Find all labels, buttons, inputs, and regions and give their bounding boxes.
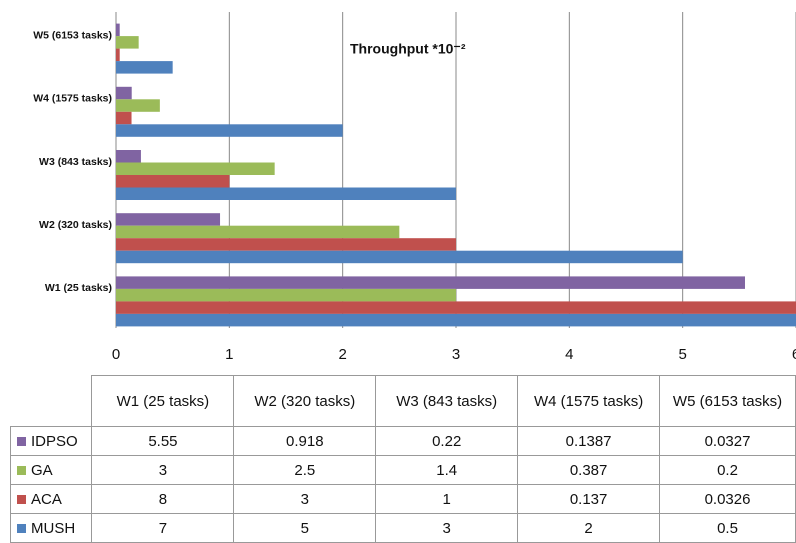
bar [116, 23, 120, 37]
table-row: MUSH 7 5 3 2 0.5 [9, 513, 796, 543]
bar [116, 150, 141, 163]
bar [116, 187, 456, 200]
table-value: 0.137 [517, 484, 661, 514]
bar [116, 99, 160, 112]
column-header: W5 (6153 tasks) [659, 375, 796, 427]
x-tick-label: 5 [678, 346, 686, 363]
y-tick-label: W1 (25 tasks) [45, 282, 112, 294]
x-tick-label: 1 [225, 346, 233, 363]
table-value: 0.0327 [659, 426, 796, 456]
corner-cell [11, 376, 92, 427]
data-table: W1 (25 tasks) W2 (320 tasks) W3 (843 tasks… [9, 375, 796, 543]
legend-cell: ACA [9, 484, 93, 514]
x-tick-label: 6 [792, 346, 796, 363]
table-value: 2.5 [233, 455, 377, 485]
bar [116, 124, 343, 137]
table-value: 3 [233, 484, 377, 514]
table-value: 1.4 [375, 455, 519, 485]
bar [116, 111, 132, 125]
table-row: GA 3 2.5 1.4 0.387 0.2 [9, 455, 796, 485]
bar [116, 48, 120, 62]
y-tick-label: W4 (1575 tasks) [33, 93, 112, 105]
x-tick-label: 2 [338, 346, 346, 363]
column-header: W3 (843 tasks) [375, 375, 519, 427]
table-value: 3 [375, 513, 519, 543]
column-header: W4 (1575 tasks) [517, 375, 661, 427]
legend-swatch [17, 523, 26, 533]
legend-cell: IDPSO [9, 426, 93, 456]
x-tick-label: 0 [112, 346, 120, 363]
table-row: IDPSO 5.55 0.918 0.22 0.1387 0.0327 [9, 426, 796, 456]
legend-swatch [17, 494, 26, 504]
bar [116, 61, 173, 74]
bar [116, 175, 230, 188]
x-tick-label: 4 [565, 346, 573, 363]
table-value: 0.22 [375, 426, 519, 456]
table-value: 5 [233, 513, 377, 543]
legend-label: ACA [31, 490, 62, 508]
bar [116, 313, 796, 327]
header-row: W1 (25 tasks) W2 (320 tasks) W3 (843 tasks… [11, 375, 796, 427]
bar [116, 213, 221, 226]
bar [116, 238, 456, 251]
table-value: 8 [91, 484, 235, 514]
table-row: ACA 8 3 1 0.137 0.0326 [9, 484, 796, 514]
y-tick-label: W3 (843 tasks) [39, 156, 112, 168]
table-value: 0.5 [659, 513, 796, 543]
column-header: W1 (25 tasks) [91, 375, 235, 427]
table-value: 0.918 [233, 426, 377, 456]
table-value: 2 [517, 513, 661, 543]
legend-label: MUSH [31, 519, 76, 537]
y-tick-label: W2 (320 tasks) [39, 219, 112, 231]
bar [116, 301, 796, 314]
column-header: W2 (320 tasks) [233, 375, 377, 427]
table-value: 1 [375, 484, 519, 514]
legend-swatch [17, 436, 26, 446]
x-tick-label: 3 [452, 346, 460, 363]
legend-swatch [17, 465, 26, 475]
bar [116, 225, 400, 239]
chart: Throughput *10⁻² 0 1 2 3 4 5 6 W1 (25 tasks) W2 … [33, 12, 796, 363]
table-value: 7 [91, 513, 235, 543]
table-value: 0.387 [517, 455, 661, 485]
table-value: 0.2 [659, 455, 796, 485]
bar [116, 86, 132, 100]
legend-label: IDPSO [31, 432, 78, 450]
bar [116, 250, 683, 264]
bar [116, 276, 745, 289]
table-value: 0.1387 [517, 426, 661, 456]
legend-label: GA [31, 461, 53, 479]
y-tick-label: W5 (6153 tasks) [33, 29, 112, 41]
bar [116, 288, 456, 302]
chart-title: Throughput *10⁻² [350, 41, 466, 57]
table-value: 3 [91, 455, 235, 485]
table-value: 5.55 [91, 426, 235, 456]
legend-cell: MUSH [9, 513, 93, 543]
table-value: 0.0326 [659, 484, 796, 514]
bar [116, 36, 139, 49]
legend-cell: GA [9, 455, 93, 485]
bar [116, 162, 275, 175]
